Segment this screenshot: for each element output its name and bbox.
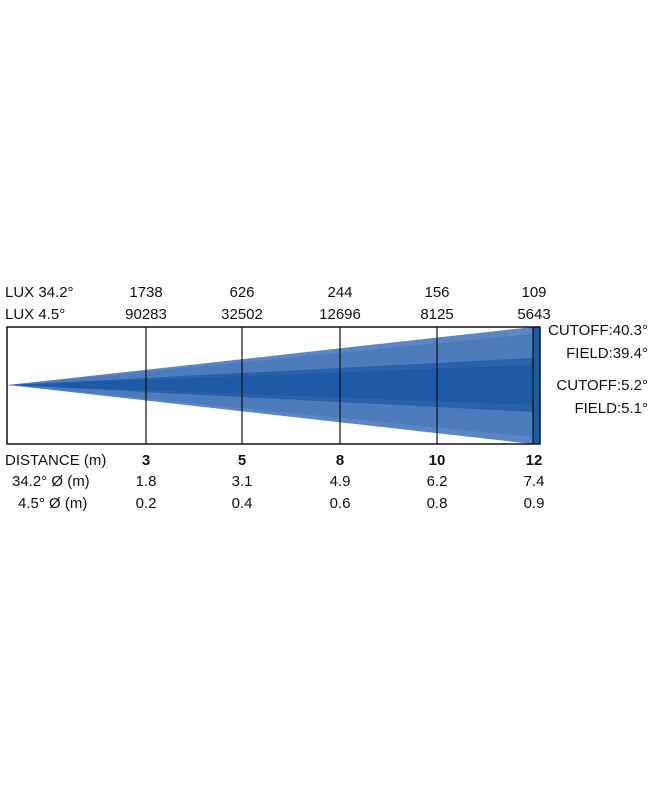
beam-inner-field [8, 365, 533, 405]
diagram-frame [6, 326, 541, 445]
row-label: DISTANCE (m) [5, 452, 106, 469]
diameter-value: 4.9 [330, 473, 351, 490]
lux-label: LUX 4.5° [5, 306, 65, 323]
distance-value: 12 [526, 452, 543, 469]
lux-value: 12696 [319, 306, 361, 323]
diameter-value: 0.8 [427, 495, 448, 512]
lux-value: 8125 [420, 306, 453, 323]
lux-value: 90283 [125, 306, 167, 323]
lux-label: LUX 34.2° [5, 284, 74, 301]
distance-value: 8 [336, 452, 344, 469]
row-label: 4.5° Ø (m) [18, 495, 87, 512]
diameter-value: 0.4 [232, 495, 253, 512]
beam-label: CUTOFF:40.3° [548, 322, 648, 339]
lux-value: 109 [521, 284, 546, 301]
lux-value: 5643 [517, 306, 550, 323]
row-label: 34.2° Ø (m) [12, 473, 90, 490]
diameter-value: 0.9 [524, 495, 545, 512]
distance-lines [145, 327, 534, 444]
diameter-value: 1.8 [136, 473, 157, 490]
beam-end [533, 327, 540, 444]
beam-label: FIELD:5.1° [574, 400, 648, 417]
lux-value: 1738 [129, 284, 162, 301]
beam-label: CUTOFF:5.2° [556, 377, 648, 394]
beam-label: FIELD:39.4° [566, 345, 648, 362]
distance-value: 10 [429, 452, 446, 469]
lux-value: 156 [424, 284, 449, 301]
distance-value: 3 [142, 452, 150, 469]
diameter-value: 3.1 [232, 473, 253, 490]
lux-value: 32502 [221, 306, 263, 323]
diameter-value: 7.4 [524, 473, 545, 490]
lux-value: 626 [229, 284, 254, 301]
lux-value: 244 [327, 284, 352, 301]
diameter-value: 0.2 [136, 495, 157, 512]
diameter-value: 6.2 [427, 473, 448, 490]
distance-value: 5 [238, 452, 246, 469]
diameter-value: 0.6 [330, 495, 351, 512]
